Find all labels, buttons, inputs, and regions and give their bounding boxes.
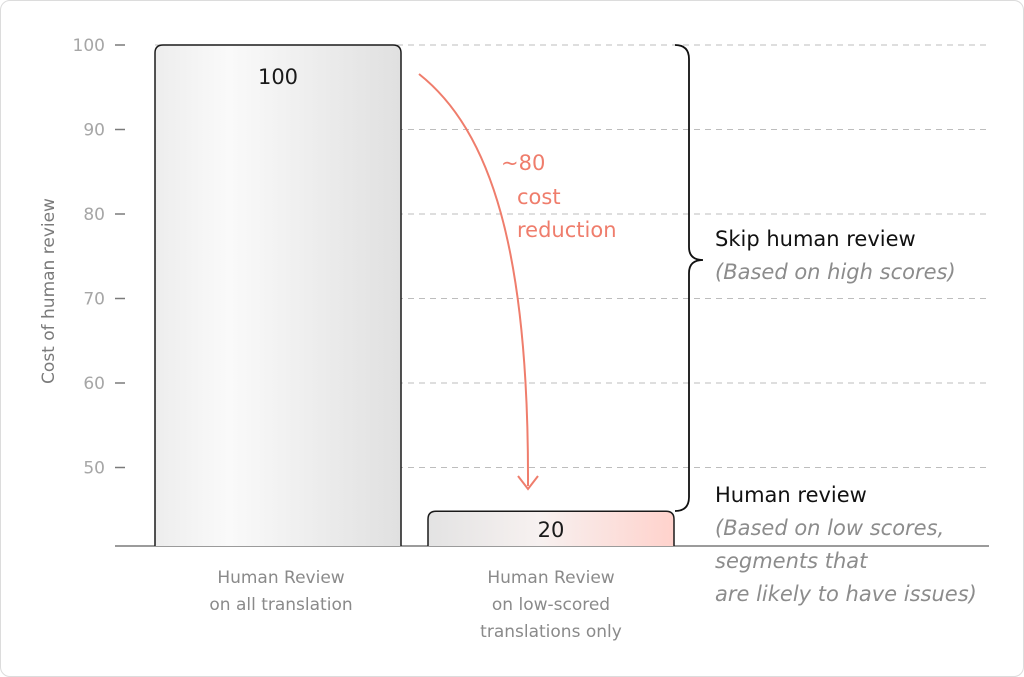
- human-review-title: Human review: [715, 483, 867, 507]
- bar-fill-2: [428, 511, 674, 546]
- curly-brace: [674, 44, 704, 512]
- bar-value-label: 20: [538, 518, 565, 542]
- bar-fill-1: [155, 45, 401, 546]
- category-label: Human Review: [217, 568, 344, 588]
- bar-value-label: 100: [258, 65, 298, 89]
- y-tick-label: 100: [73, 36, 105, 56]
- y-tick-label: 50: [83, 459, 105, 479]
- y-axis-ticks: 100 90 80 70 60 50: [73, 36, 105, 479]
- skip-review-title: Skip human review: [715, 227, 916, 251]
- category-label: Human Review: [487, 568, 614, 588]
- y-tick-label: 60: [83, 374, 105, 394]
- arrow-label-line3: reduction: [517, 218, 617, 242]
- bars: 100 20: [154, 44, 675, 546]
- category-label: on all translation: [209, 595, 352, 615]
- y-tick-label: 90: [83, 121, 105, 141]
- bar-2: [427, 510, 675, 546]
- y-tick-label: 70: [83, 290, 105, 310]
- human-review-line1: (Based on low scores,: [715, 516, 944, 540]
- skip-review-subtitle: (Based on high scores): [715, 260, 956, 284]
- reduction-arrowhead: [517, 475, 539, 491]
- human-review-line2: segments that: [715, 549, 868, 573]
- gridlines: [115, 44, 989, 469]
- arrow-label-line2: cost: [517, 185, 561, 209]
- y-axis-label: Cost of human review: [39, 198, 59, 384]
- human-review-line3: are likely to have issues): [715, 582, 977, 606]
- bar-1: [154, 44, 402, 546]
- category-label: on low-scored: [492, 595, 610, 615]
- reduction-arrow: [418, 73, 530, 487]
- category-labels: Human Review on all translation Human Revi…: [209, 568, 621, 642]
- category-label: translations only: [480, 622, 622, 642]
- arrow-label-value: ~80: [501, 151, 545, 175]
- y-tick-label: 80: [83, 205, 105, 225]
